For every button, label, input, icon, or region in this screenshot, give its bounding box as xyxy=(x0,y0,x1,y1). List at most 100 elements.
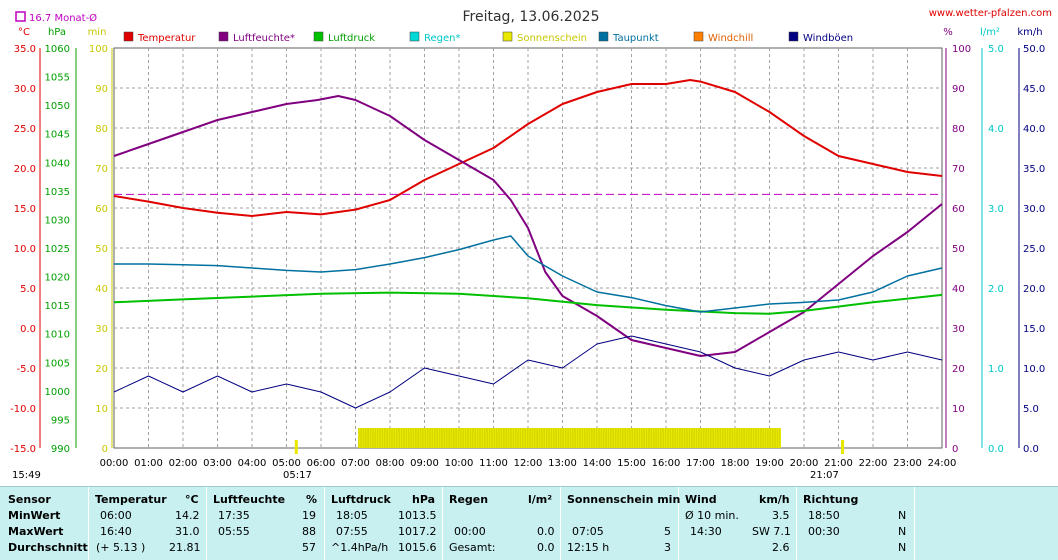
sunshine-tick-label: 60 xyxy=(95,204,108,215)
pressure-tick-label: 1035 xyxy=(45,187,70,198)
legend-swatch xyxy=(123,31,134,42)
legend-swatch xyxy=(693,31,704,42)
temp-tick-label: -15.0 xyxy=(10,444,36,455)
temp-avg-note: (+ 5.13 ) xyxy=(96,541,146,554)
temp-tick-label: -10.0 xyxy=(10,404,36,415)
sunshine-tick-label: 40 xyxy=(95,284,108,295)
temp-min: 14.2 xyxy=(175,509,200,522)
pressure-line xyxy=(113,291,943,315)
legend-swatch xyxy=(502,31,513,42)
rain-avg: 0.0 xyxy=(537,541,555,554)
legend-label: Regen* xyxy=(424,33,461,44)
sun-max-time: 07:05 xyxy=(572,525,604,538)
x-tick-label: 17:00 xyxy=(686,458,715,469)
sun-max: 5 xyxy=(664,525,671,538)
humidity-unit: % xyxy=(306,493,318,506)
humidity-tick-label: 50 xyxy=(952,244,965,255)
temp-tick-label: 35.0 xyxy=(14,44,36,55)
pressure-tick-label: 1030 xyxy=(45,215,70,226)
pressure-tick-label: 990 xyxy=(51,444,70,455)
humidity-tick-label: 10 xyxy=(952,404,965,415)
temp-tick-label: -5.0 xyxy=(16,364,36,375)
wind-tick-label: 45.0 xyxy=(1023,84,1045,95)
wind-tick-label: 0.0 xyxy=(1023,444,1039,455)
website-link[interactable]: www.wetter-pfalzen.com xyxy=(929,8,1052,19)
pressure-tick-label: 1055 xyxy=(45,73,70,84)
x-tick-label: 06:00 xyxy=(307,458,336,469)
humidity-tick-label: 0 xyxy=(952,444,958,455)
x-tick-label: 18:00 xyxy=(721,458,750,469)
wind-tick-label: 5.0 xyxy=(1023,404,1039,415)
pressure-tick-label: 1015 xyxy=(45,301,70,312)
humidity-line xyxy=(113,95,943,357)
temp-min-time: 06:00 xyxy=(100,509,132,522)
x-tick-label: 13:00 xyxy=(548,458,577,469)
legend-label: Temperatur xyxy=(137,33,196,44)
x-tick-label: 05:00 xyxy=(272,458,301,469)
pressure-min-time: 18:05 xyxy=(336,509,368,522)
temp-avg: 21.81 xyxy=(169,541,201,554)
wind-max-time: 14:30 xyxy=(690,525,722,538)
x-tick-label: 16:00 xyxy=(652,458,681,469)
pressure-tick-label: 1005 xyxy=(45,358,70,369)
sun-avg: 3 xyxy=(664,541,671,554)
direction-max: N xyxy=(898,525,907,538)
legend-swatch xyxy=(218,31,229,42)
temperature-line xyxy=(113,79,943,217)
legend-swatch xyxy=(788,31,799,42)
direction-header: Richtung xyxy=(803,493,859,506)
sunrise-time: 05:17 xyxy=(283,470,312,480)
humidity-tick-label: 20 xyxy=(952,364,965,375)
wind-tick-label: 50.0 xyxy=(1023,44,1045,55)
sunshine-unit: min xyxy=(88,27,107,38)
sunset-time: 21:07 xyxy=(810,470,839,480)
dewpoint-line xyxy=(114,235,943,313)
humidity-avg: 57 xyxy=(302,541,316,554)
wind-tick-label: 30.0 xyxy=(1023,204,1045,215)
temp-unit: °C xyxy=(18,27,30,38)
row-label-sensor: Sensor xyxy=(8,493,51,506)
pressure-tick-label: 1010 xyxy=(45,330,70,341)
sun-header: Sonnenschein min xyxy=(567,493,681,506)
temp-tick-label: 15.0 xyxy=(14,204,36,215)
humidity-unit: % xyxy=(943,27,953,38)
legend-label: Luftfeuchte* xyxy=(233,33,295,44)
stats-table: Sensor MinWert MaxWert Durchschnitt Temp… xyxy=(0,486,1058,560)
pressure-tick-label: 1060 xyxy=(45,44,70,55)
row-label-min: MinWert xyxy=(8,509,61,522)
rain-tick-label: 0.0 xyxy=(988,444,1004,455)
legend-label: Luftdruck xyxy=(328,33,375,44)
rain-unit: l/m² xyxy=(980,27,1000,38)
pressure-avg: 1015.6 xyxy=(398,541,437,554)
pressure-tick-label: 1000 xyxy=(45,387,70,398)
temp-tick-label: 20.0 xyxy=(14,164,36,175)
humidity-tick-label: 80 xyxy=(952,124,965,135)
x-tick-label: 04:00 xyxy=(238,458,267,469)
legend-swatch xyxy=(598,31,609,42)
x-tick-label: 22:00 xyxy=(859,458,888,469)
rain-max-time: 00:00 xyxy=(454,525,486,538)
wind-min-label: Ø 10 min. xyxy=(685,509,739,522)
humidity-tick-label: 60 xyxy=(952,204,965,215)
temp-header: Temperatur xyxy=(95,493,167,506)
x-tick-label: 08:00 xyxy=(376,458,405,469)
legend-label: Taupunkt xyxy=(612,33,659,44)
temp-unit: °C xyxy=(185,493,199,506)
x-tick-label: 20:00 xyxy=(790,458,819,469)
pressure-tick-label: 995 xyxy=(51,415,70,426)
legend-swatch xyxy=(313,31,324,42)
pressure-tick-label: 1045 xyxy=(45,130,70,141)
wind-tick-label: 25.0 xyxy=(1023,244,1045,255)
humidity-min-time: 17:35 xyxy=(218,509,250,522)
pressure-tick-label: 1020 xyxy=(45,273,70,284)
x-tick-label: 07:00 xyxy=(341,458,370,469)
direction-min-time: 18:50 xyxy=(808,509,840,522)
legend-label: Windchill xyxy=(708,33,753,44)
wind-unit: km/h xyxy=(759,493,790,506)
pressure-unit: hPa xyxy=(48,27,66,38)
sun-avg-note: 12:15 h xyxy=(567,541,610,554)
x-tick-label: 19:00 xyxy=(755,458,784,469)
wind-min: 3.5 xyxy=(772,509,790,522)
direction-max-time: 00:30 xyxy=(808,525,840,538)
rain-avg-note: Gesamt: xyxy=(449,541,496,554)
